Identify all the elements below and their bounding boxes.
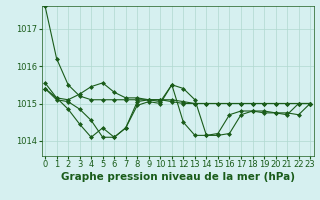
X-axis label: Graphe pression niveau de la mer (hPa): Graphe pression niveau de la mer (hPa) [60, 172, 295, 182]
